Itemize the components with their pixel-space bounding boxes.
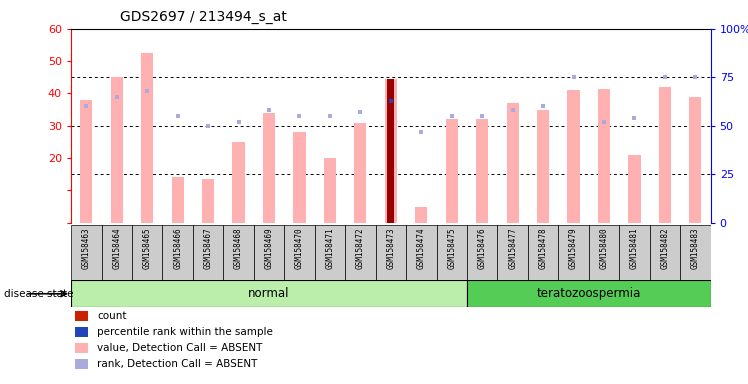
Text: GSM158473: GSM158473 — [386, 227, 396, 269]
Bar — [71, 280, 467, 307]
Bar — [680, 225, 711, 280]
Text: GSM158483: GSM158483 — [691, 227, 700, 269]
Bar — [659, 87, 671, 223]
Bar — [111, 77, 123, 223]
Bar — [628, 155, 640, 223]
Bar — [171, 177, 184, 223]
Bar — [598, 89, 610, 223]
Text: GSM158463: GSM158463 — [82, 227, 91, 269]
Bar — [132, 225, 162, 280]
Text: disease state: disease state — [4, 289, 73, 299]
Text: GSM158471: GSM158471 — [325, 227, 334, 269]
Bar — [263, 113, 275, 223]
Bar — [324, 158, 336, 223]
Text: percentile rank within the sample: percentile rank within the sample — [97, 327, 273, 337]
Text: GSM158474: GSM158474 — [417, 227, 426, 269]
Bar — [233, 142, 245, 223]
Text: GSM158476: GSM158476 — [478, 227, 487, 269]
Text: GSM158468: GSM158468 — [234, 227, 243, 269]
Bar — [537, 109, 549, 223]
Text: GSM158470: GSM158470 — [295, 227, 304, 269]
Bar — [589, 225, 619, 280]
Bar — [162, 225, 193, 280]
Bar — [345, 225, 375, 280]
Bar — [224, 225, 254, 280]
Text: GSM158475: GSM158475 — [447, 227, 456, 269]
Bar — [102, 225, 132, 280]
Text: GSM158478: GSM158478 — [539, 227, 548, 269]
Bar — [375, 225, 406, 280]
Bar — [387, 79, 394, 223]
Text: GSM158477: GSM158477 — [508, 227, 517, 269]
Bar — [293, 132, 305, 223]
Text: GSM158481: GSM158481 — [630, 227, 639, 269]
Text: GSM158464: GSM158464 — [112, 227, 121, 269]
Text: GSM158466: GSM158466 — [173, 227, 183, 269]
Bar — [437, 225, 467, 280]
Text: GSM158480: GSM158480 — [599, 227, 609, 269]
Text: GSM158482: GSM158482 — [660, 227, 669, 269]
Bar — [141, 53, 153, 223]
Bar — [415, 207, 427, 223]
Bar — [689, 97, 702, 223]
Bar — [568, 90, 580, 223]
Bar — [506, 103, 518, 223]
Text: teratozoospermia: teratozoospermia — [536, 287, 641, 300]
Bar — [406, 225, 437, 280]
Bar — [497, 225, 528, 280]
Bar — [284, 225, 315, 280]
Bar — [315, 225, 345, 280]
Bar — [446, 119, 458, 223]
Bar — [467, 280, 711, 307]
Text: GSM158467: GSM158467 — [203, 227, 212, 269]
Text: GSM158469: GSM158469 — [265, 227, 274, 269]
Text: rank, Detection Call = ABSENT: rank, Detection Call = ABSENT — [97, 359, 257, 369]
Bar — [71, 225, 102, 280]
Bar — [80, 100, 92, 223]
Bar — [619, 225, 650, 280]
Text: normal: normal — [248, 287, 289, 300]
Text: GSM158479: GSM158479 — [569, 227, 578, 269]
Bar — [476, 119, 488, 223]
Bar — [467, 225, 497, 280]
Text: GSM158465: GSM158465 — [143, 227, 152, 269]
Bar — [650, 225, 680, 280]
Bar — [202, 179, 214, 223]
Bar — [193, 225, 224, 280]
Text: GSM158472: GSM158472 — [356, 227, 365, 269]
Bar — [384, 79, 397, 223]
Text: GDS2697 / 213494_s_at: GDS2697 / 213494_s_at — [120, 10, 286, 23]
Bar — [528, 225, 558, 280]
Bar — [254, 225, 284, 280]
Bar — [558, 225, 589, 280]
Bar — [355, 122, 367, 223]
Text: value, Detection Call = ABSENT: value, Detection Call = ABSENT — [97, 343, 263, 353]
Text: count: count — [97, 311, 126, 321]
